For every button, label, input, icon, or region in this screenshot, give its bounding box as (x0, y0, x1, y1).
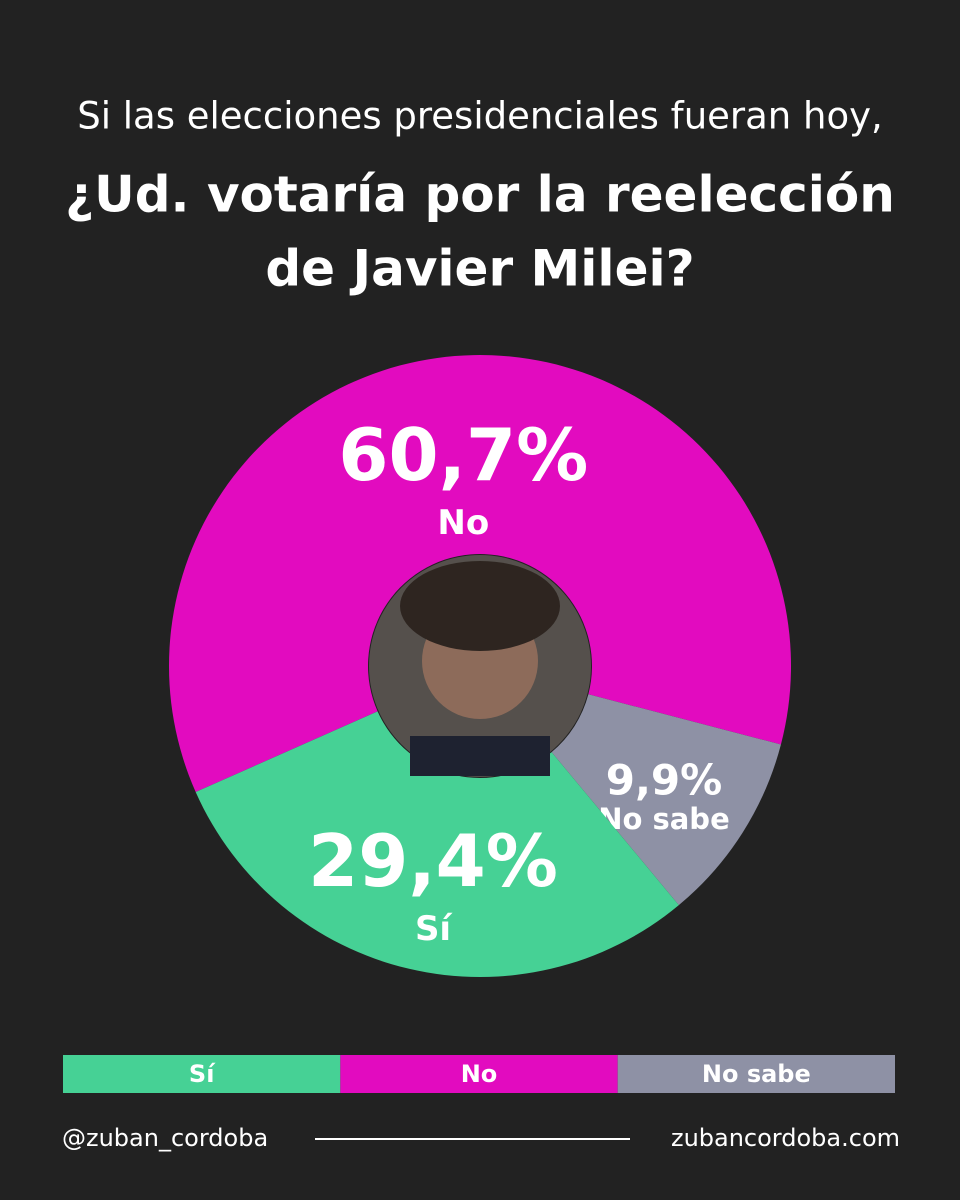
donut-slice (551, 694, 781, 906)
footer-website: zubancordoba.com (671, 1124, 900, 1152)
donut-slice (195, 711, 679, 977)
legend-swatch (63, 1055, 341, 1093)
value-label: 9,9% (606, 755, 722, 804)
title-line: ¿Ud. votaría por la reelección (65, 166, 895, 224)
legend-swatch (617, 1055, 895, 1093)
legend-swatch (340, 1055, 618, 1093)
donut-slice (169, 354, 792, 792)
legend-label: No sabe (702, 1060, 811, 1088)
portrait-hair (400, 561, 560, 651)
slice-label: No sabe (598, 802, 730, 836)
legend: Sí No No sabe (63, 1055, 895, 1093)
portrait-suit (410, 736, 550, 776)
slice-label: No (437, 503, 489, 543)
footer-handle: @zuban_cordoba (62, 1124, 268, 1152)
value-label: 60,7% (338, 413, 588, 497)
value-label: 29,4% (308, 819, 558, 903)
subtitle: Si las elecciones presidenciales fueran … (77, 95, 883, 138)
donut-chart: 60,7% No 9,9%No sabe 29,4% Sí (169, 354, 792, 977)
legend-label: Sí (189, 1060, 216, 1088)
title-line: de Javier Milei? (265, 240, 694, 298)
legend-label: No (461, 1060, 498, 1088)
slice-label: Sí (415, 909, 453, 949)
